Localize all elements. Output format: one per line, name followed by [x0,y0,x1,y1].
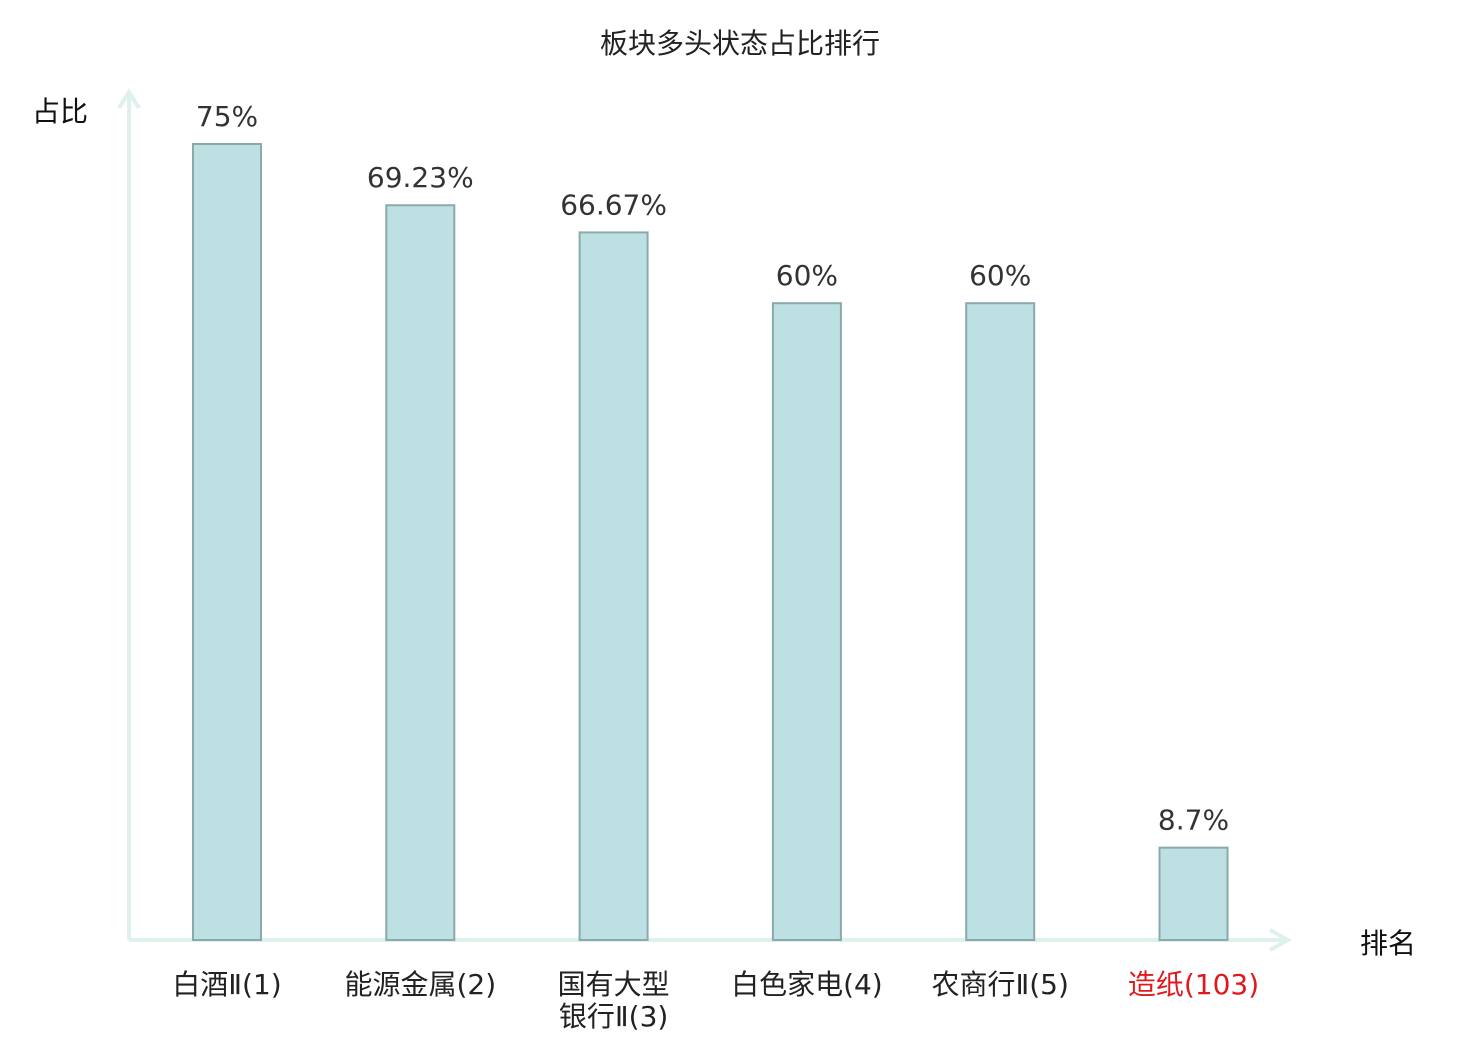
data-label: 66.67% [560,188,667,221]
x-axis-label: 排名 [1360,927,1417,960]
bar [965,302,1036,941]
x-tick-label: 银行Ⅱ(3) [559,1000,668,1033]
bar [771,302,842,941]
x-tick-label: 造纸(103) [1128,968,1259,1001]
bar [578,231,649,942]
data-label: 60% [969,259,1031,292]
bar [385,204,456,941]
x-axis-arrow [1269,928,1293,952]
data-label: 60% [776,259,838,292]
bar [1158,846,1229,941]
data-label: 8.7% [1158,804,1229,837]
data-label: 75% [196,100,258,133]
x-tick-label: 能源金属(2) [344,968,496,1001]
data-label: 69.23% [367,161,474,194]
x-tick-label: 白色家电(4) [731,968,883,1001]
chart-title: 板块多头状态占比排行 [599,27,880,60]
x-tick-label: 国有大型 [558,968,670,1001]
bar [192,143,262,941]
y-axis-arrow [117,88,141,110]
x-tick-label: 白酒Ⅱ(1) [172,968,281,1001]
x-tick-label: 农商行Ⅱ(5) [931,968,1068,1001]
y-axis-label: 占比 [32,95,89,128]
